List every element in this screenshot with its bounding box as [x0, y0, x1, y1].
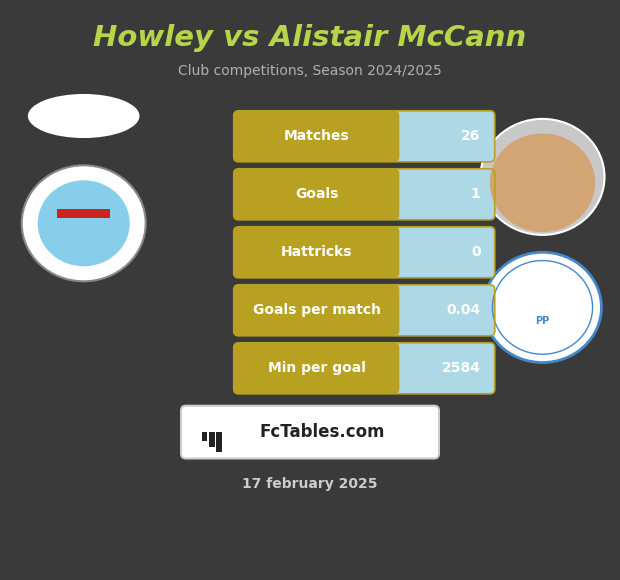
FancyBboxPatch shape: [385, 115, 397, 157]
Text: Goals per match: Goals per match: [252, 303, 381, 317]
FancyBboxPatch shape: [234, 111, 399, 162]
FancyBboxPatch shape: [234, 169, 495, 220]
FancyBboxPatch shape: [234, 169, 399, 220]
Text: 17 february 2025: 17 february 2025: [242, 477, 378, 491]
Text: FcTables.com: FcTables.com: [260, 423, 385, 441]
FancyBboxPatch shape: [181, 406, 439, 458]
Circle shape: [490, 133, 595, 232]
FancyBboxPatch shape: [385, 231, 397, 273]
FancyBboxPatch shape: [216, 432, 222, 452]
Text: Club competitions, Season 2024/2025: Club competitions, Season 2024/2025: [178, 64, 442, 78]
FancyBboxPatch shape: [234, 343, 399, 394]
Circle shape: [22, 165, 146, 281]
Text: 2584: 2584: [441, 361, 481, 375]
Circle shape: [36, 179, 131, 268]
Text: 0.04: 0.04: [446, 303, 480, 317]
FancyBboxPatch shape: [234, 285, 399, 336]
FancyBboxPatch shape: [202, 432, 207, 441]
Text: 0: 0: [471, 245, 480, 259]
Circle shape: [480, 119, 604, 235]
Text: 1: 1: [471, 187, 480, 201]
FancyBboxPatch shape: [234, 227, 399, 278]
Text: 26: 26: [461, 129, 480, 143]
Text: PP: PP: [536, 316, 549, 326]
FancyBboxPatch shape: [385, 289, 397, 331]
FancyBboxPatch shape: [57, 209, 110, 219]
Circle shape: [484, 252, 601, 362]
FancyBboxPatch shape: [234, 285, 495, 336]
Text: Min per goal: Min per goal: [268, 361, 365, 375]
Text: Howley vs Alistair McCann: Howley vs Alistair McCann: [94, 24, 526, 52]
Text: Hattricks: Hattricks: [281, 245, 352, 259]
FancyBboxPatch shape: [234, 227, 495, 278]
FancyBboxPatch shape: [209, 432, 215, 447]
Ellipse shape: [28, 94, 140, 138]
FancyBboxPatch shape: [385, 347, 397, 389]
Text: Goals: Goals: [295, 187, 339, 201]
FancyBboxPatch shape: [234, 111, 495, 162]
Text: Matches: Matches: [284, 129, 350, 143]
FancyBboxPatch shape: [234, 343, 495, 394]
FancyBboxPatch shape: [385, 173, 397, 215]
